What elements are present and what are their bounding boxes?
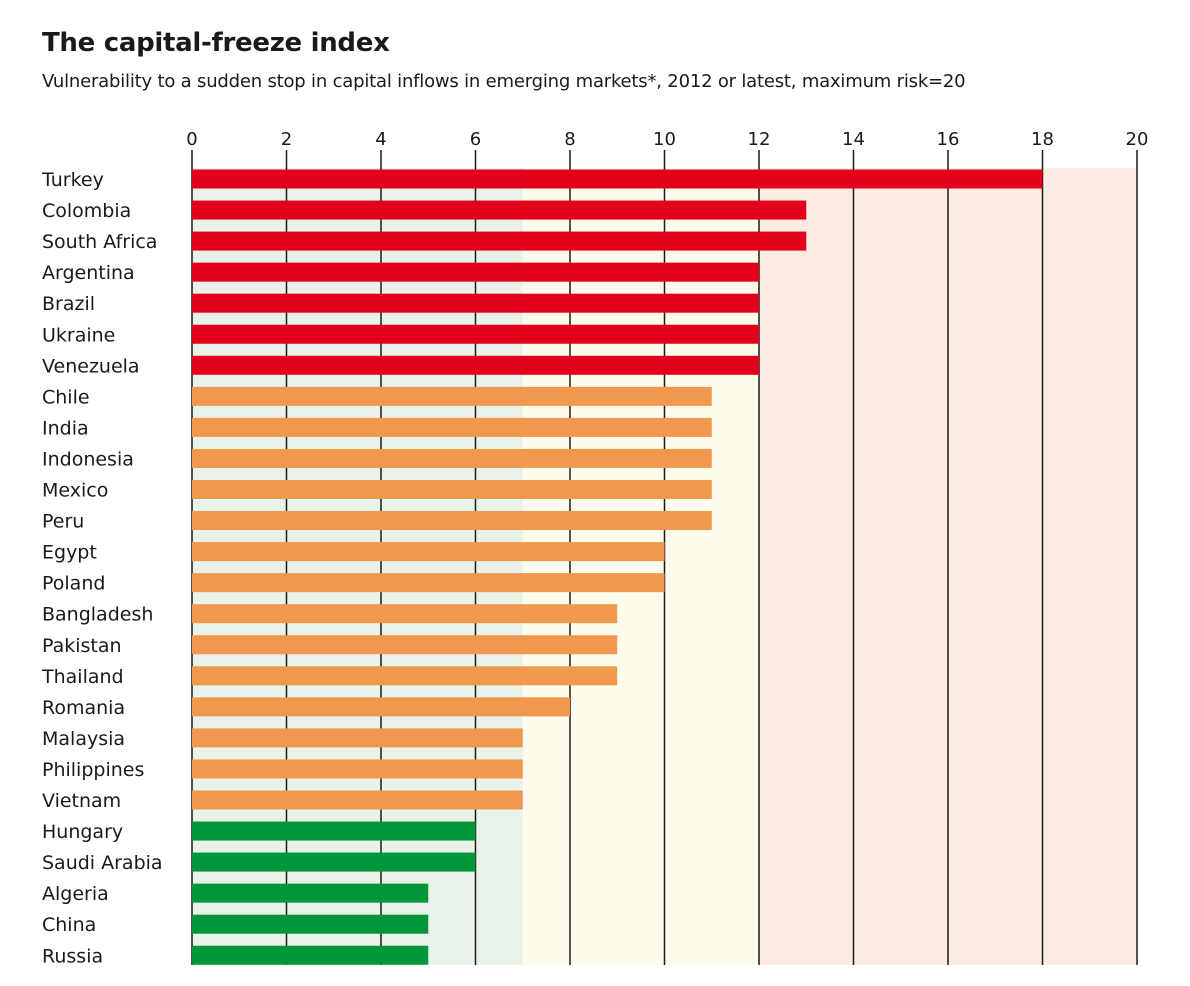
x-tick-label: 0 — [186, 129, 197, 150]
bar-indonesia — [192, 448, 712, 468]
category-label: Ukraine — [42, 324, 115, 346]
chart-subtitle: Vulnerability to a sudden stop in capita… — [42, 71, 966, 92]
x-tick-label: 18 — [1031, 129, 1054, 150]
x-tick-label: 8 — [564, 129, 575, 150]
category-label: Indonesia — [42, 448, 134, 470]
category-label: Peru — [42, 511, 84, 533]
x-tick-label: 16 — [937, 129, 960, 150]
bar-china — [192, 914, 429, 934]
category-label: Poland — [42, 573, 105, 595]
bar-poland — [192, 573, 665, 593]
category-label: Brazil — [42, 293, 95, 315]
bar-thailand — [192, 666, 618, 686]
category-label: Turkey — [41, 169, 104, 191]
category-label: Pakistan — [42, 635, 122, 657]
category-label: India — [42, 417, 89, 439]
bar-russia — [192, 945, 429, 965]
bar-colombia — [192, 200, 807, 220]
bars — [192, 169, 1043, 965]
bar-saudi-arabia — [192, 852, 476, 872]
category-label: Venezuela — [42, 355, 140, 377]
bar-romania — [192, 697, 570, 717]
category-label: Vietnam — [42, 790, 121, 812]
category-label: Philippines — [42, 759, 144, 781]
bar-philippines — [192, 759, 523, 779]
category-label: Thailand — [41, 666, 124, 688]
x-tick-label: 10 — [653, 129, 676, 150]
bar-argentina — [192, 262, 759, 282]
x-tick-label: 2 — [281, 129, 292, 150]
category-label: Egypt — [42, 542, 97, 564]
x-tick-label: 14 — [842, 129, 865, 150]
category-label: Bangladesh — [42, 604, 153, 626]
bar-south-africa — [192, 231, 807, 251]
category-label: Malaysia — [42, 728, 125, 750]
category-label: Hungary — [42, 821, 123, 843]
bar-brazil — [192, 293, 759, 313]
category-label: Colombia — [42, 200, 131, 222]
x-tick-label: 20 — [1126, 129, 1149, 150]
bar-mexico — [192, 480, 712, 499]
band-medium — [522, 168, 759, 965]
x-tick-label: 6 — [470, 129, 481, 150]
category-label: Argentina — [42, 262, 135, 284]
bar-peru — [192, 511, 712, 531]
bar-malaysia — [192, 728, 523, 748]
category-label: South Africa — [42, 231, 157, 253]
bar-hungary — [192, 821, 476, 841]
category-label: Russia — [42, 945, 103, 967]
chart-title: The capital-freeze index — [42, 28, 390, 58]
x-tick-label: 12 — [748, 129, 771, 150]
category-label: Saudi Arabia — [42, 852, 163, 874]
category-label: Mexico — [42, 480, 108, 502]
category-label: China — [42, 914, 96, 936]
bar-bangladesh — [192, 604, 618, 624]
bar-india — [192, 417, 712, 437]
category-label: Chile — [42, 386, 90, 408]
category-labels: Turkey Colombia South Africa Argentina Brazi… — [41, 169, 163, 967]
x-tick-label: 4 — [375, 129, 386, 150]
bar-turkey — [192, 169, 1043, 189]
bar-ukraine — [192, 324, 759, 344]
x-axis-ticks: 0 2 4 6 8 10 12 14 16 18 20 — [186, 129, 1148, 150]
bar-algeria — [192, 883, 429, 903]
bar-chile — [192, 386, 712, 406]
bar-pakistan — [192, 635, 618, 655]
bar-vietnam — [192, 790, 523, 810]
band-low — [192, 168, 523, 965]
bar-egypt — [192, 542, 665, 562]
category-label: Romania — [42, 697, 125, 719]
category-label: Algeria — [42, 883, 109, 905]
bar-venezuela — [192, 355, 759, 375]
